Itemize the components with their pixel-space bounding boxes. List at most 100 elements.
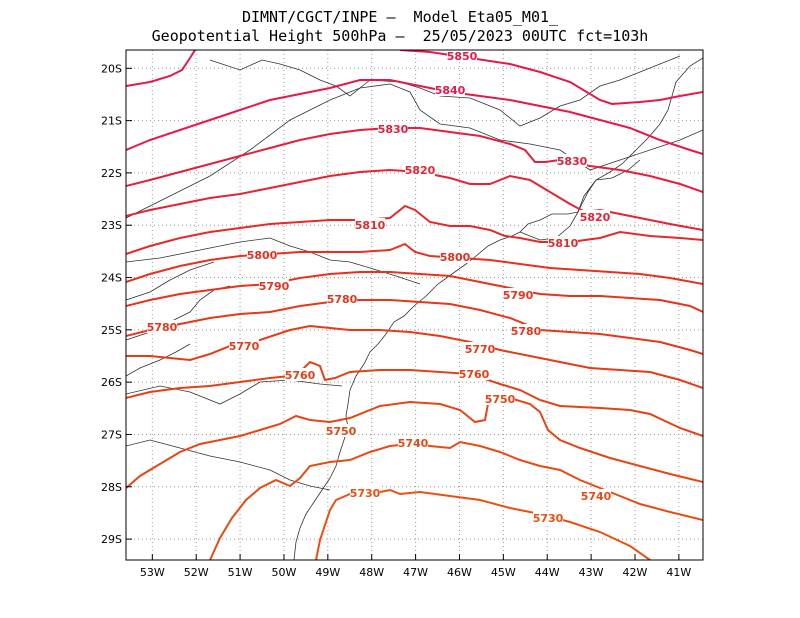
contour-label-bg bbox=[548, 236, 578, 249]
contour-5850 bbox=[126, 50, 703, 106]
state-border-sc-pr bbox=[126, 379, 343, 405]
contour-label-5820-5: 5820 bbox=[580, 211, 611, 224]
contour-label-5740-21: 5740 bbox=[398, 437, 429, 450]
contour-label-bg bbox=[459, 367, 489, 380]
lat-label-21S: 21S bbox=[101, 115, 122, 128]
contour-5840 bbox=[126, 79, 703, 155]
contour-label-5780-12: 5780 bbox=[327, 293, 358, 306]
contour-label-bg bbox=[503, 288, 533, 301]
contour-label-bg bbox=[465, 342, 495, 355]
lon-label-49W: 49W bbox=[315, 566, 340, 579]
contour-label-bg bbox=[580, 210, 610, 223]
contour-label-bg bbox=[350, 486, 380, 499]
contour-label-bg bbox=[557, 154, 587, 167]
contour-label-bg bbox=[229, 339, 259, 352]
contour-label-bg bbox=[581, 489, 611, 502]
contour-label-bg bbox=[355, 218, 385, 231]
contour-label-5810-7: 5810 bbox=[548, 237, 579, 250]
lat-label-27S: 27S bbox=[101, 428, 122, 441]
contour-label-bg bbox=[485, 392, 515, 405]
contour-label-bg bbox=[440, 250, 470, 263]
lat-label-24S: 24S bbox=[101, 272, 122, 285]
contour-label-bg bbox=[405, 163, 435, 176]
contour-5810 bbox=[126, 204, 703, 255]
lon-label-47W: 47W bbox=[403, 566, 428, 579]
lat-label-28S: 28S bbox=[101, 481, 122, 494]
contour-label-bg bbox=[327, 292, 357, 305]
lat-label-26S: 26S bbox=[101, 376, 122, 389]
lat-label-23S: 23S bbox=[101, 219, 122, 232]
contour-5770 bbox=[126, 324, 703, 389]
state-border-rj-es bbox=[577, 159, 641, 213]
contour-label-bg bbox=[398, 436, 428, 449]
state-border-sp-rj bbox=[519, 211, 579, 241]
plot-frame bbox=[125, 49, 704, 561]
graticule bbox=[126, 50, 703, 560]
contour-label-5830-2: 5830 bbox=[378, 123, 409, 136]
map-title-line-2: Geopotential Height 500hPa – 25/05/2023 … bbox=[151, 27, 649, 45]
lon-label-50W: 50W bbox=[272, 566, 297, 579]
contour-5820 bbox=[126, 168, 703, 231]
state-border-ms-pr bbox=[126, 261, 215, 301]
lat-label-29S: 29S bbox=[101, 533, 122, 546]
contour-5790 bbox=[126, 271, 703, 313]
state-border-pr-sp bbox=[126, 237, 421, 285]
contour-label-bg bbox=[511, 324, 541, 337]
lon-label-46W: 46W bbox=[447, 566, 472, 579]
lon-label-44W: 44W bbox=[535, 566, 560, 579]
contour-label-5770-15: 5770 bbox=[229, 340, 260, 353]
contour-label-bg bbox=[447, 49, 477, 62]
contour-label-5850-0: 5850 bbox=[447, 50, 478, 63]
lon-label-53W: 53W bbox=[140, 566, 165, 579]
contour-label-5800-8: 5800 bbox=[247, 249, 278, 262]
state-border-sp-mg bbox=[126, 83, 703, 219]
contour-5780 bbox=[126, 299, 703, 355]
contour-label-5780-13: 5780 bbox=[147, 321, 178, 334]
lon-label-43W: 43W bbox=[579, 566, 604, 579]
contour-label-5780-14: 5780 bbox=[511, 325, 542, 338]
contour-5830 bbox=[126, 127, 703, 193]
contour-label-bg bbox=[326, 424, 356, 437]
lat-label-25S: 25S bbox=[101, 324, 122, 337]
contour-label-5750-19: 5750 bbox=[485, 393, 516, 406]
axes: 20S 21S 22S 23S 24S 25S 26S 27S 28S 29S 53W 52W 51W 5… bbox=[101, 62, 691, 579]
contour-label-5820-4: 5820 bbox=[405, 164, 436, 177]
contour-label-bg bbox=[247, 248, 277, 261]
contour-5800 bbox=[126, 242, 703, 285]
lon-label-45W: 45W bbox=[491, 566, 516, 579]
contour-label-5760-18: 5760 bbox=[459, 368, 490, 381]
coastline bbox=[293, 57, 703, 560]
lon-label-41W: 41W bbox=[666, 566, 691, 579]
contour-label-bg bbox=[378, 122, 408, 135]
contour-label-bg bbox=[533, 511, 563, 524]
lon-label-51W: 51W bbox=[228, 566, 253, 579]
state-border-rs-sc bbox=[126, 439, 331, 491]
contour-label-5750-20: 5750 bbox=[326, 425, 357, 438]
contour-5760 bbox=[126, 360, 703, 437]
contour-label-5830-3: 5830 bbox=[557, 155, 588, 168]
contour-label-5730-24: 5730 bbox=[533, 512, 564, 525]
contour-label-bg bbox=[285, 368, 315, 381]
contour-label-5760-17: 5760 bbox=[285, 369, 316, 382]
lat-label-20S: 20S bbox=[101, 62, 122, 75]
contour-label-5790-10: 5790 bbox=[259, 280, 290, 293]
border-paraguay bbox=[126, 343, 191, 377]
lat-label-22S: 22S bbox=[101, 167, 122, 180]
contour-label-bg bbox=[147, 320, 177, 333]
contour-label-5790-11: 5790 bbox=[503, 289, 534, 302]
contour-label-bg bbox=[259, 279, 289, 292]
lon-label-42W: 42W bbox=[623, 566, 648, 579]
contour-label-5730-23: 5730 bbox=[350, 487, 381, 500]
contour-label-bg bbox=[435, 83, 465, 96]
contour-label-5770-16: 5770 bbox=[465, 343, 496, 356]
contour-label-5740-22: 5740 bbox=[581, 490, 612, 503]
contour-lines bbox=[126, 50, 703, 560]
contour-5730 bbox=[315, 488, 651, 560]
coastline-and-borders bbox=[126, 55, 703, 560]
contour-label-5800-9: 5800 bbox=[440, 251, 471, 264]
contour-5750 bbox=[126, 397, 703, 489]
map-title-line-1: DIMNT/CGCT/INPE – Model Eta05_M01_ bbox=[241, 8, 559, 26]
contour-label-5810-6: 5810 bbox=[355, 219, 386, 232]
